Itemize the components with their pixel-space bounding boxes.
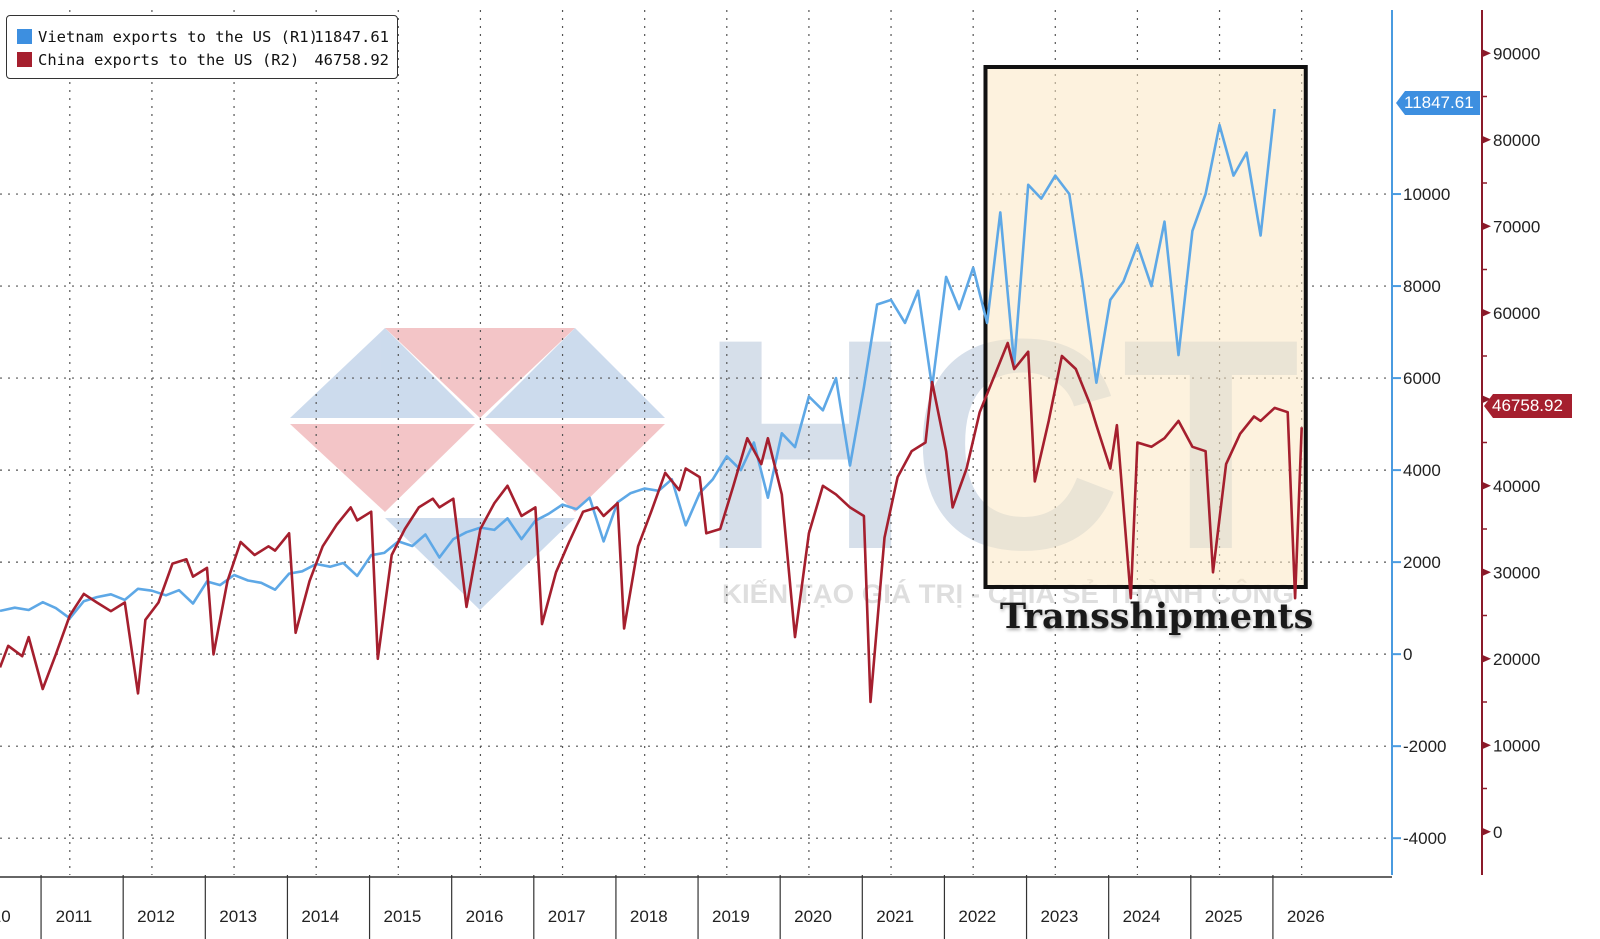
right-tick-60000 xyxy=(1482,308,1491,317)
right-tick-label-60000: 60000 xyxy=(1493,304,1540,323)
transshipments-box xyxy=(983,65,1308,589)
x-tick-label-2016: 2016 xyxy=(466,907,504,926)
right-tick-50000 xyxy=(1482,395,1491,404)
left-tick-label--2000: -2000 xyxy=(1403,737,1446,756)
right-tick-label-20000: 20000 xyxy=(1493,650,1540,669)
legend-swatch-china xyxy=(17,52,32,67)
watermark-tri-3 xyxy=(485,328,665,418)
legend-entry-china: China exports to the US (R2) 46758.92 xyxy=(17,48,389,71)
watermark-tri-1 xyxy=(290,328,475,418)
left-tick-label--4000: -4000 xyxy=(1403,829,1446,848)
x-tick-label-2015: 2015 xyxy=(383,907,421,926)
x-tick-label-2026: 2026 xyxy=(1287,907,1325,926)
x-tick-label-2022: 2022 xyxy=(958,907,996,926)
legend-entry-vietnam: Vietnam exports to the US (R1) 11847.61 xyxy=(17,25,389,48)
last-value-tag-vietnam: 11847.61 xyxy=(1396,91,1480,115)
right-tick-label-70000: 70000 xyxy=(1493,217,1540,236)
right-tick-label-30000: 30000 xyxy=(1493,563,1540,582)
right-tick-label-10000: 10000 xyxy=(1493,736,1540,755)
watermark-tri-2 xyxy=(385,328,575,418)
legend: Vietnam exports to the US (R1) 11847.61 … xyxy=(6,15,398,79)
left-tick-label-6000: 6000 xyxy=(1403,369,1441,388)
left-tick-label-2000: 2000 xyxy=(1403,553,1441,572)
x-tick-label-2019: 2019 xyxy=(712,907,750,926)
last-value-tag-china: 46758.92 xyxy=(1484,394,1572,418)
legend-value-china: 46758.92 xyxy=(314,50,389,69)
x-tick-label-2023: 2023 xyxy=(1040,907,1078,926)
legend-label-china: China exports to the US (R2) xyxy=(38,50,300,69)
right-tick-label-90000: 90000 xyxy=(1493,44,1540,63)
series-line-vietnam xyxy=(0,108,1276,620)
axes: 2010 2011 2012 2013 2014 2015 2016 2017 2018 2019… xyxy=(0,10,1540,939)
left-tick-label-8000: 8000 xyxy=(1403,277,1441,296)
x-tick-label-2018: 2018 xyxy=(630,907,668,926)
legend-value-vietnam: 11847.61 xyxy=(314,27,389,46)
series-layer xyxy=(0,108,1303,704)
watermark-tri-5 xyxy=(485,424,665,512)
x-tick-label-2021: 2021 xyxy=(876,907,914,926)
x-tick-label-2024: 2024 xyxy=(1123,907,1161,926)
right-tick-20000 xyxy=(1482,654,1491,663)
x-tick-label-2012: 2012 xyxy=(137,907,175,926)
left-tick-label-4000: 4000 xyxy=(1403,461,1441,480)
right-tick-90000 xyxy=(1482,49,1491,58)
x-tick-label-2014: 2014 xyxy=(301,907,339,926)
left-tick-label-10000: 10000 xyxy=(1403,185,1450,204)
legend-swatch-vietnam xyxy=(17,29,32,44)
right-tick-30000 xyxy=(1482,568,1491,577)
x-tick-label-2013: 2013 xyxy=(219,907,257,926)
right-tick-10000 xyxy=(1482,741,1491,750)
watermark-tri-4 xyxy=(290,424,475,512)
right-tick-40000 xyxy=(1482,481,1491,490)
right-tick-0 xyxy=(1482,827,1491,836)
x-tick-label-2011: 2011 xyxy=(56,907,93,926)
left-tick-label-0: 0 xyxy=(1403,645,1412,664)
x-tick-label-2010: 2010 xyxy=(0,907,11,926)
legend-label-vietnam: Vietnam exports to the US (R1) xyxy=(38,27,318,46)
annotation-transshipments: Transshipments xyxy=(1000,596,1314,637)
series-line-china xyxy=(0,341,1303,704)
right-tick-80000 xyxy=(1482,135,1491,144)
right-tick-label-40000: 40000 xyxy=(1493,477,1540,496)
x-tick-label-2017: 2017 xyxy=(548,907,586,926)
right-tick-label-80000: 80000 xyxy=(1493,131,1540,150)
right-tick-70000 xyxy=(1482,222,1491,231)
right-tick-label-0: 0 xyxy=(1493,823,1502,842)
x-tick-label-2025: 2025 xyxy=(1205,907,1243,926)
x-tick-label-2020: 2020 xyxy=(794,907,832,926)
